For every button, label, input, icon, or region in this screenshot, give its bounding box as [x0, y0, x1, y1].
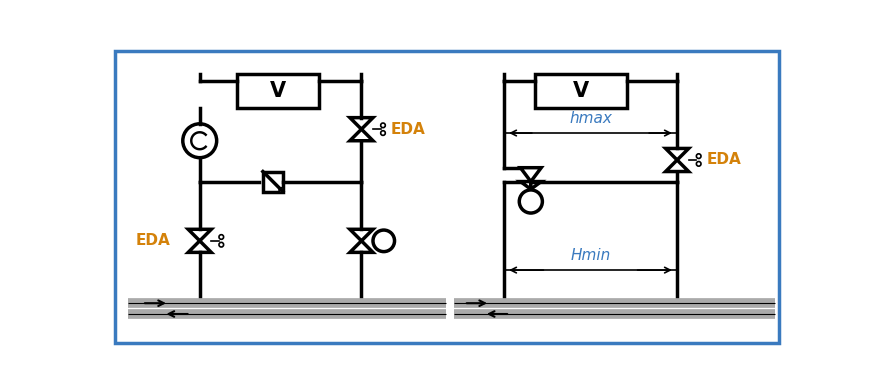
- Polygon shape: [531, 182, 542, 189]
- Polygon shape: [188, 229, 211, 241]
- Circle shape: [381, 131, 385, 135]
- Polygon shape: [665, 160, 689, 172]
- Text: V: V: [269, 81, 286, 101]
- Polygon shape: [350, 241, 373, 252]
- Circle shape: [697, 161, 701, 166]
- Text: EDA: EDA: [391, 122, 426, 136]
- Circle shape: [219, 242, 223, 247]
- Polygon shape: [350, 118, 373, 129]
- Circle shape: [697, 154, 701, 158]
- Text: EDA: EDA: [136, 233, 170, 248]
- Polygon shape: [521, 182, 531, 189]
- Text: hmax: hmax: [569, 111, 612, 126]
- Bar: [236, 74, 319, 108]
- Circle shape: [373, 230, 394, 252]
- Circle shape: [183, 124, 216, 158]
- Bar: [262, 172, 283, 191]
- Circle shape: [279, 188, 283, 192]
- Circle shape: [219, 235, 223, 239]
- Bar: [535, 74, 627, 108]
- Polygon shape: [350, 129, 373, 141]
- Circle shape: [520, 190, 542, 213]
- Text: V: V: [573, 81, 589, 101]
- Text: Hmin: Hmin: [570, 248, 610, 263]
- Polygon shape: [665, 149, 689, 160]
- Polygon shape: [188, 241, 211, 252]
- Text: EDA: EDA: [706, 152, 741, 167]
- Polygon shape: [521, 168, 542, 182]
- Circle shape: [381, 123, 385, 128]
- Polygon shape: [350, 229, 373, 241]
